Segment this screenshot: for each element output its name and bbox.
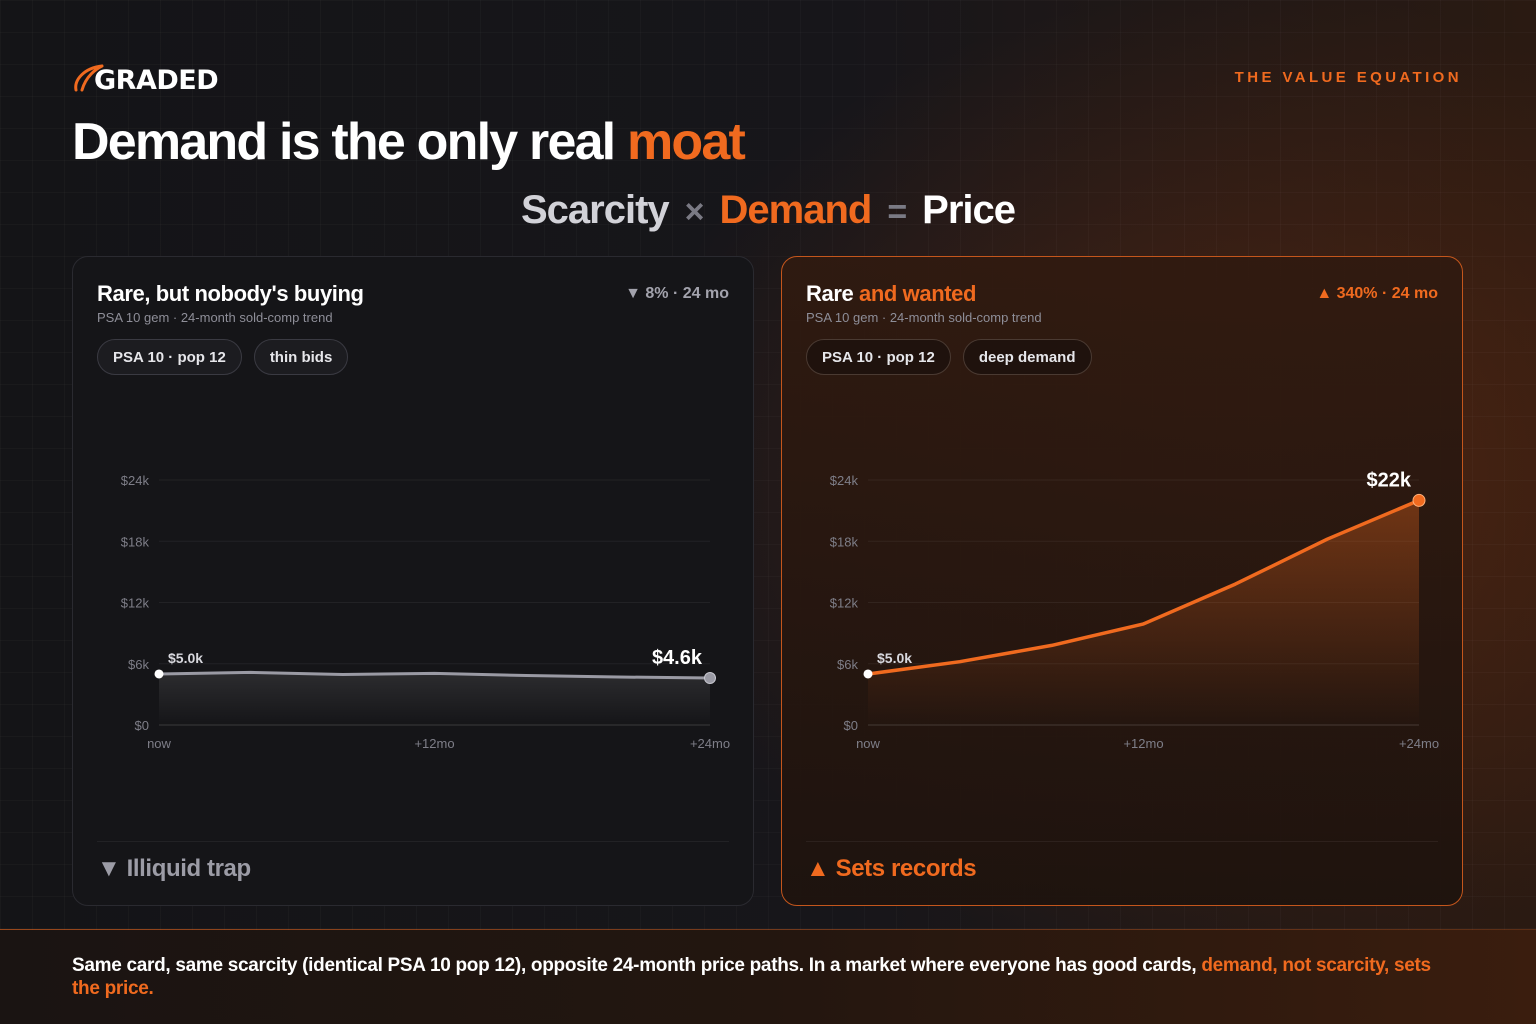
x-tick-label: +24mo bbox=[1399, 736, 1439, 751]
series-area bbox=[159, 672, 710, 725]
footer-caption: Same card, same scarcity (identical PSA … bbox=[72, 954, 1432, 1000]
page-title: Demand is the only real moat bbox=[72, 112, 746, 172]
start-value-label: $5.0k bbox=[877, 650, 912, 666]
y-tick-label: $6k bbox=[837, 657, 858, 672]
card-divider bbox=[806, 841, 1438, 842]
start-point bbox=[154, 669, 164, 679]
price-trend-chart: $0 $6k $12k $18k $24k now +12mo +24mo $5.0k $4.6k bbox=[121, 473, 730, 751]
end-point bbox=[1412, 493, 1426, 507]
brand-logo: GRADED bbox=[72, 60, 252, 100]
tag-list: PSA 10 · pop 12 thin bids bbox=[97, 339, 349, 375]
tag-pill: PSA 10 · pop 12 bbox=[806, 339, 951, 375]
end-value-label: $4.6k bbox=[652, 647, 703, 669]
x-tick-label: +24mo bbox=[690, 736, 730, 751]
trend-delta: ▲ 340% · 24 mo bbox=[1316, 285, 1438, 302]
x-tick-label: now bbox=[856, 736, 880, 751]
y-tick-label: $18k bbox=[121, 534, 150, 549]
card-title-main: Rare, but nobody's buying bbox=[97, 281, 364, 306]
price-trend-chart: $0 $6k $12k $18k $24k now +12mo +24mo $5.0k $22k bbox=[830, 469, 1439, 751]
series-area bbox=[868, 500, 1419, 725]
card-title-accent: and wanted bbox=[859, 281, 977, 306]
x-tick-label: +12mo bbox=[414, 736, 454, 751]
card-wanted: Rare and wanted PSA 10 gem · 24-month so… bbox=[781, 256, 1463, 906]
footer-text-accent: demand, not scarcity, sets the price. bbox=[72, 955, 1431, 999]
start-point bbox=[863, 669, 873, 679]
x-tick-label: +12mo bbox=[1123, 736, 1163, 751]
y-tick-label: $24k bbox=[121, 473, 150, 488]
card-illiquid: Rare, but nobody's buying PSA 10 gem · 2… bbox=[72, 256, 754, 906]
y-tick-label: $12k bbox=[121, 596, 150, 611]
card-divider bbox=[97, 841, 729, 842]
y-tick-label: $24k bbox=[830, 473, 859, 488]
headline-accent: moat bbox=[626, 113, 746, 171]
series-line bbox=[866, 498, 1421, 676]
footer-divider bbox=[0, 929, 1536, 930]
tag-pill: PSA 10 · pop 12 bbox=[97, 339, 242, 375]
card-verdict: ▼ Illiquid trap bbox=[97, 855, 251, 882]
card-title-main: Rare bbox=[806, 281, 860, 306]
card-subtitle: PSA 10 gem · 24-month sold-comp trend bbox=[806, 310, 1042, 325]
equals-operator: = bbox=[887, 193, 907, 231]
times-operator: × bbox=[684, 193, 705, 231]
tag-list: PSA 10 · pop 12 deep demand bbox=[806, 339, 1092, 375]
card-subtitle: PSA 10 gem · 24-month sold-comp trend bbox=[97, 310, 333, 325]
end-value-label: $22k bbox=[1367, 469, 1412, 491]
section-kicker: THE VALUE EQUATION bbox=[1234, 69, 1462, 86]
equation-price: Price bbox=[922, 188, 1016, 232]
headline-main: Demand is the only real bbox=[72, 113, 627, 171]
equation-scarcity: Scarcity bbox=[520, 188, 670, 232]
y-tick-label: $0 bbox=[844, 718, 858, 733]
y-tick-label: $0 bbox=[135, 718, 149, 733]
trend-delta: ▼ 8% · 24 mo bbox=[625, 285, 729, 302]
y-tick-label: $6k bbox=[128, 657, 149, 672]
start-value-label: $5.0k bbox=[168, 650, 203, 666]
card-title: Rare and wanted bbox=[806, 281, 976, 307]
tag-pill: deep demand bbox=[962, 339, 1092, 375]
series-line bbox=[157, 670, 712, 680]
x-tick-label: now bbox=[147, 736, 171, 751]
y-tick-label: $18k bbox=[830, 534, 859, 549]
value-equation: Scarcity × Demand = Price bbox=[0, 188, 1536, 233]
footer-band bbox=[0, 930, 1536, 1024]
end-point bbox=[704, 672, 716, 685]
card-title: Rare, but nobody's buying bbox=[97, 281, 364, 307]
footer-text-main: Same card, same scarcity (identical PSA … bbox=[72, 955, 1202, 976]
tag-pill: thin bids bbox=[253, 339, 349, 375]
y-tick-label: $12k bbox=[830, 596, 859, 611]
brand-name: GRADED bbox=[94, 65, 219, 96]
equation-demand: Demand bbox=[719, 188, 873, 232]
card-verdict: ▲ Sets records bbox=[806, 855, 977, 882]
orbit-swoosh-icon bbox=[74, 64, 104, 92]
